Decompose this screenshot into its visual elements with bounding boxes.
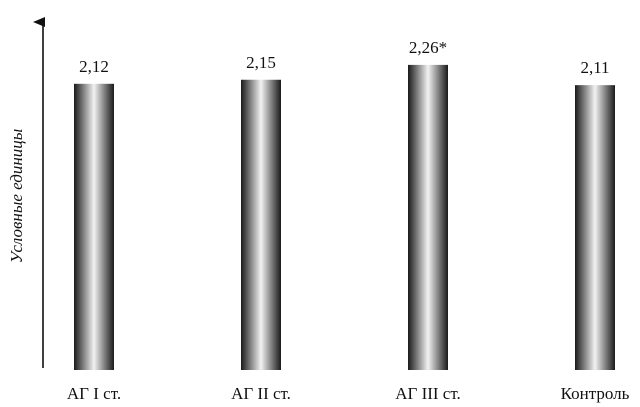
x-tick-label-2: АГ II ст. — [231, 384, 291, 403]
bar-4 — [575, 85, 615, 371]
bar-1 — [74, 83, 114, 371]
x-tick-label-1: АГ I ст. — [67, 384, 121, 403]
bar-2 — [241, 79, 281, 370]
x-tick-label-4: Контроль — [561, 384, 630, 403]
bars-group — [74, 64, 615, 371]
value-label-1: 2,12 — [79, 57, 109, 76]
x-tick-labels-group: АГ I ст. АГ II ст. АГ III ст. Контроль — [67, 384, 630, 403]
y-axis-label: Условные единицы — [7, 129, 26, 264]
value-label-2: 2,15 — [246, 53, 276, 72]
bar-3 — [408, 64, 448, 371]
x-tick-label-3: АГ III ст. — [395, 384, 461, 403]
value-label-4: 2,11 — [580, 58, 609, 77]
value-label-3: 2,26* — [409, 38, 447, 57]
value-labels-group: 2,12 2,15 2,26* 2,11 — [79, 38, 609, 77]
